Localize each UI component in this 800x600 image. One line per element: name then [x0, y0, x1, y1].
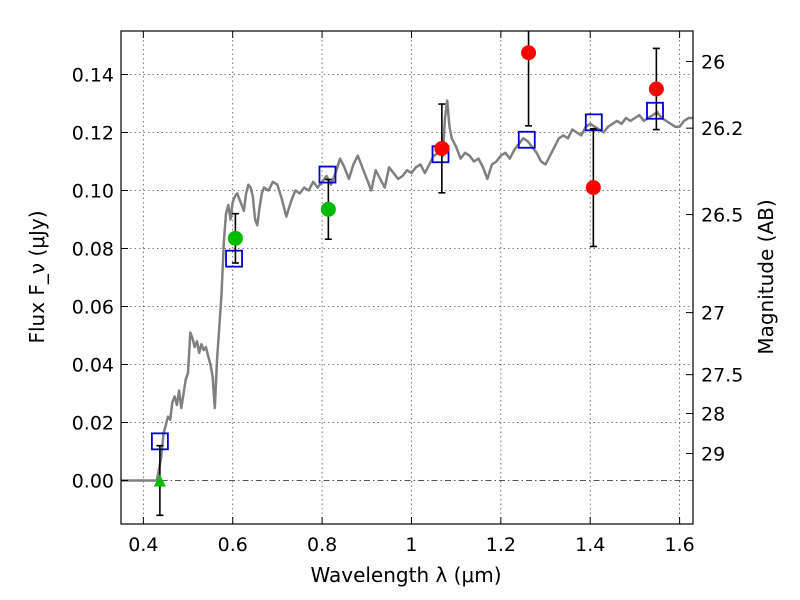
data-markers: [150, 31, 664, 517]
model-photometry-square: [517, 130, 536, 149]
plot-frame: [120, 30, 694, 525]
axis-ticks: [121, 31, 693, 524]
upper-limit-triangle: [153, 474, 166, 487]
nir-flux-point: [648, 81, 664, 97]
x-tick-label: 1.4: [575, 534, 605, 556]
right-tick-label: 29: [701, 444, 725, 466]
model-photometry-square: [225, 249, 243, 268]
right-tick-label: 28: [701, 404, 725, 426]
x-tick-label: 0.6: [218, 534, 248, 556]
optical-flux-point: [320, 201, 336, 217]
right-tick-label: 27.5: [701, 365, 743, 387]
x-axis-title: Wavelength λ (μm): [310, 563, 501, 587]
nir-flux-point: [521, 45, 537, 61]
right-tick-label: 26.2: [701, 118, 743, 140]
y-tick-label: 0.00: [72, 471, 114, 493]
y-tick-label: 0.08: [72, 239, 114, 261]
y-tick-label: 0.12: [72, 123, 114, 145]
optical-flux-point: [227, 230, 243, 246]
y-tick-label: 0.02: [72, 413, 114, 435]
nir-flux-point: [434, 140, 450, 156]
model-spectrum-line: [121, 99, 693, 482]
y-tick-label: 0.04: [72, 355, 114, 377]
x-tick-label: 0.4: [128, 534, 158, 556]
model-photometry-square: [318, 165, 337, 184]
tick-labels: 0.4 0.6 0.8 1 1.2 1.4 1.6 0.00 0.02 0.04 0.06 0.08 0…: [72, 51, 744, 556]
right-tick-label: 27: [701, 303, 725, 325]
x-tick-label: 1: [405, 534, 417, 556]
right-tick-label: 26: [701, 51, 725, 73]
x-tick-label: 1.2: [486, 534, 516, 556]
y-tick-label: 0.14: [72, 65, 114, 87]
y-axis-title: Flux F_ν (μJy): [25, 210, 49, 343]
right-tick-label: 26.5: [701, 205, 743, 227]
nir-flux-point: [585, 180, 601, 196]
y-tick-label: 0.06: [72, 297, 114, 319]
model-photometry-square: [646, 101, 664, 120]
right-axis-title: Magnitude (AB): [754, 199, 778, 354]
y-tick-label: 0.10: [72, 181, 114, 203]
x-tick-label: 1.6: [664, 534, 694, 556]
x-tick-label: 0.8: [307, 534, 337, 556]
